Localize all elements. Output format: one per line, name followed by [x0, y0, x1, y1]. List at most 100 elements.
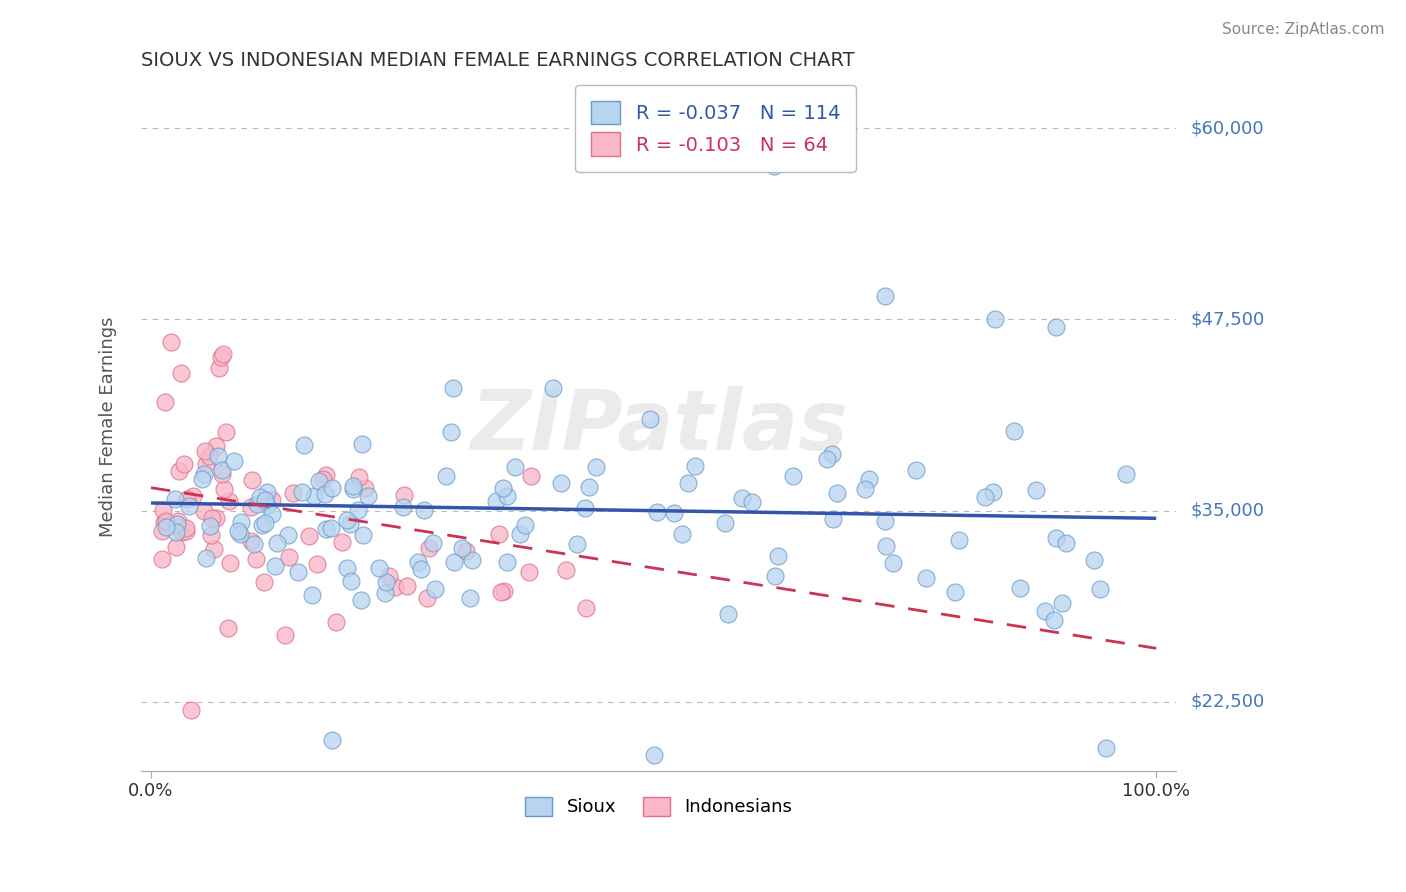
Indonesians — [202, 541, 225, 556]
Sioux — [567, 537, 589, 551]
Indonesians — [347, 470, 370, 484]
Indonesians — [330, 534, 353, 549]
Sioux — [1083, 553, 1105, 567]
Sioux — [1002, 424, 1025, 438]
Sioux — [496, 489, 519, 503]
Text: SIOUX VS INDONESIAN MEDIAN FEMALE EARNINGS CORRELATION CHART: SIOUX VS INDONESIAN MEDIAN FEMALE EARNIN… — [141, 51, 855, 70]
Sioux — [662, 507, 685, 521]
Sioux — [321, 481, 343, 495]
Sioux — [578, 480, 600, 494]
Indonesians — [277, 549, 299, 564]
Indonesians — [174, 524, 197, 538]
Indonesians — [262, 492, 284, 507]
Sioux — [425, 582, 447, 597]
Indonesians — [180, 702, 202, 716]
Indonesians — [204, 439, 226, 453]
Sioux — [645, 505, 668, 519]
Sioux — [678, 475, 700, 490]
Indonesians — [325, 615, 347, 630]
Sioux — [825, 485, 848, 500]
Sioux — [485, 494, 508, 508]
Indonesians — [520, 469, 543, 483]
Sioux — [440, 425, 463, 439]
Indonesians — [240, 473, 263, 487]
Sioux — [1033, 604, 1056, 618]
Sioux — [451, 541, 474, 556]
Sioux — [409, 561, 432, 575]
Indonesians — [245, 552, 267, 566]
Sioux — [1088, 582, 1111, 596]
Sioux — [336, 512, 359, 526]
Indonesians — [252, 574, 274, 589]
Indonesians — [454, 543, 477, 558]
Indonesians — [155, 514, 177, 528]
Sioux — [873, 289, 896, 303]
Indonesians — [315, 467, 337, 482]
Sioux — [352, 528, 374, 542]
Sioux — [242, 537, 264, 551]
Indonesians — [204, 510, 226, 524]
Indonesians — [218, 556, 240, 570]
Indonesians — [297, 529, 319, 543]
Indonesians — [384, 580, 406, 594]
Sioux — [406, 555, 429, 569]
Sioux — [671, 526, 693, 541]
Sioux — [643, 748, 665, 763]
Sioux — [263, 558, 285, 573]
Sioux — [875, 514, 897, 528]
Sioux — [496, 555, 519, 569]
Sioux — [503, 459, 526, 474]
Sioux — [585, 460, 607, 475]
Sioux — [1043, 613, 1066, 627]
Indonesians — [208, 361, 231, 376]
Sioux — [336, 560, 359, 574]
Sioux — [315, 522, 337, 536]
Sioux — [973, 490, 995, 504]
Sioux — [443, 555, 465, 569]
Indonesians — [392, 488, 415, 502]
Indonesians — [198, 450, 221, 464]
Sioux — [882, 556, 904, 570]
Sioux — [277, 528, 299, 542]
Sioux — [195, 550, 218, 565]
Text: $22,500: $22,500 — [1191, 693, 1264, 711]
Sioux — [228, 527, 250, 541]
Sioux — [1025, 483, 1047, 497]
Indonesians — [218, 494, 240, 508]
Text: Source: ZipAtlas.com: Source: ZipAtlas.com — [1222, 22, 1385, 37]
Sioux — [460, 553, 482, 567]
Indonesians — [240, 534, 263, 549]
Sioux — [550, 475, 572, 490]
Sioux — [948, 533, 970, 548]
Indonesians — [492, 583, 515, 598]
Sioux — [763, 160, 786, 174]
Sioux — [245, 497, 267, 511]
Sioux — [768, 549, 790, 563]
Sioux — [374, 575, 396, 590]
Indonesians — [174, 521, 197, 535]
Sioux — [319, 521, 342, 535]
Sioux — [207, 449, 229, 463]
Sioux — [342, 482, 364, 496]
Indonesians — [378, 568, 401, 582]
Indonesians — [193, 504, 215, 518]
Sioux — [211, 463, 233, 477]
Sioux — [222, 453, 245, 467]
Indonesians — [489, 585, 512, 599]
Sioux — [914, 571, 936, 585]
Indonesians — [194, 444, 217, 458]
Sioux — [821, 447, 844, 461]
Sioux — [741, 495, 763, 509]
Indonesians — [305, 557, 328, 571]
Sioux — [441, 381, 464, 395]
Sioux — [367, 561, 389, 575]
Sioux — [1115, 467, 1137, 481]
Indonesians — [575, 601, 598, 615]
Indonesians — [152, 502, 174, 516]
Sioux — [266, 536, 288, 550]
Text: ZIPatlas: ZIPatlas — [470, 386, 848, 467]
Sioux — [981, 485, 1004, 500]
Sioux — [287, 565, 309, 579]
Sioux — [163, 492, 186, 507]
Sioux — [291, 485, 314, 500]
